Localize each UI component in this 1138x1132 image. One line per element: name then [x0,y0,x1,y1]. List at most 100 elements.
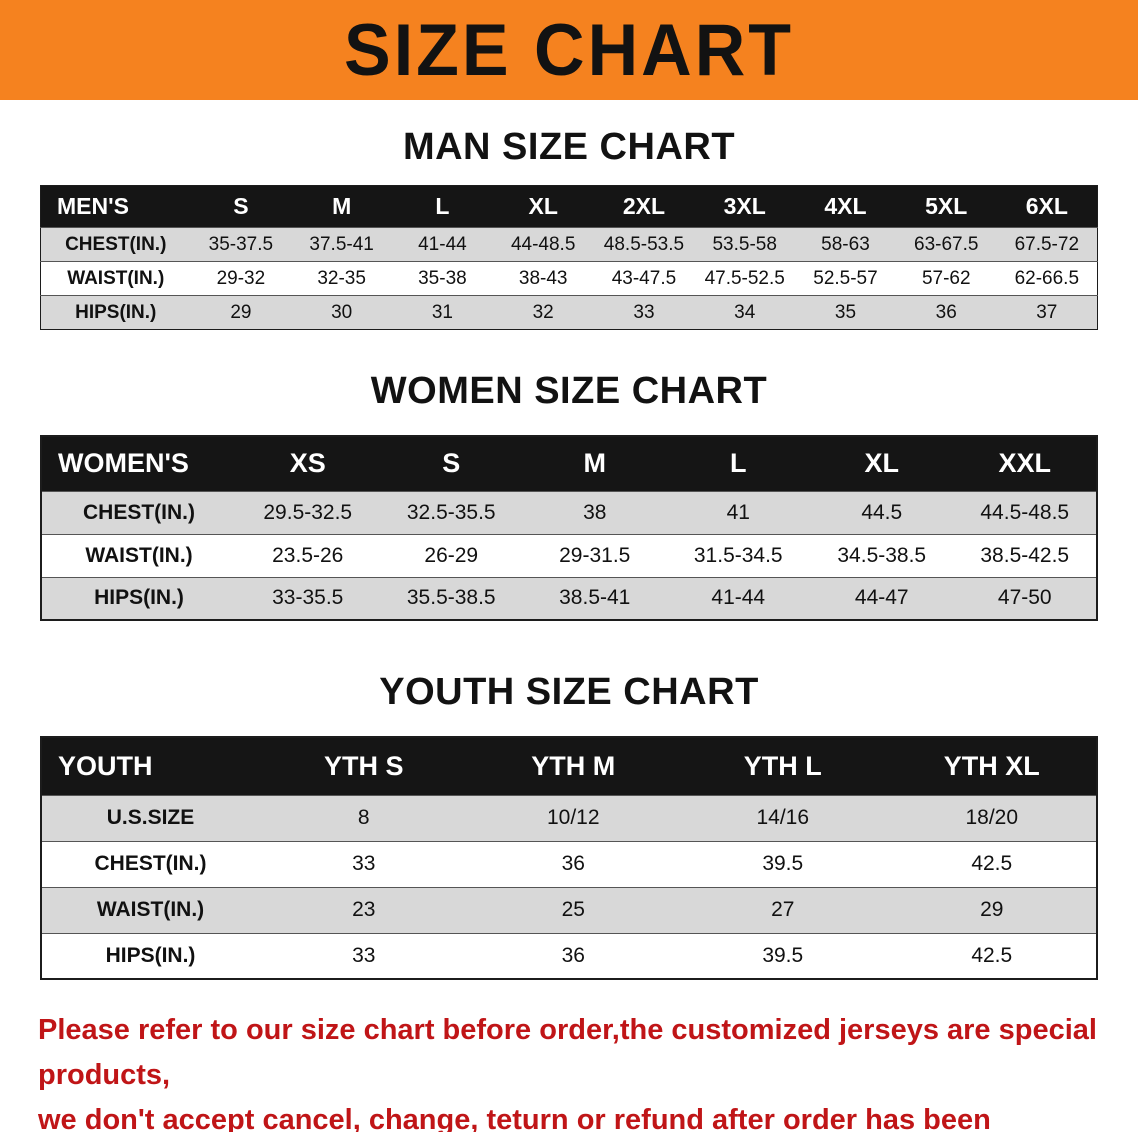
size-value-cell: 23 [352,898,376,921]
size-value-cell: 53.5-58 [712,233,777,255]
size-value-cell: 47.5-52.5 [704,267,785,289]
measurement-row-label: WAIST(IN.) [96,898,205,921]
size-value-cell: 38-43 [518,267,568,289]
size-column-header: YTH S [259,737,469,795]
size-value-cell: 38.5-42.5 [980,543,1070,567]
size-column-header: S [190,185,292,228]
measurement-row: HIPS(IN.) 29 30 31 32 33 34 35 36 37 [40,295,1098,330]
size-value-cell: 44-48.5 [510,233,576,255]
men-section-heading: MAN SIZE CHART [402,126,736,168]
size-column-header: XS [236,436,380,491]
notice-line-1: Please refer to our size chart before or… [38,1014,1097,1091]
size-value-cell: 57-62 [921,267,971,289]
size-column-header: S [379,436,523,491]
measurement-row: WAIST(IN.) 23.5-26 26-29 29-31.5 31.5-34.5 34… [41,534,1097,577]
women-size-section: WOMEN SIZE CHART WOMEN'S XS S M L XL XXL CHEST(… [0,370,1138,621]
size-value-cell: 42.5 [971,943,1013,967]
measurement-row-label: U.S.SIZE [106,806,195,829]
measurement-row-label: CHEST(IN.) [65,233,167,255]
size-value-cell: 27 [771,898,795,921]
size-value-cell: 25 [561,898,585,921]
size-value-cell: 39.5 [762,943,804,967]
size-value-cell: 31 [431,301,453,323]
size-value-cell: 32 [532,301,554,323]
size-value-cell: 41-44 [711,586,766,610]
youth-size-section: YOUTH SIZE CHART YOUTH YTH S YTH M YTH L YTH… [0,671,1138,980]
youth-section-heading: YOUTH SIZE CHART [379,671,759,713]
table-corner-label: MEN'S [40,185,191,228]
size-value-cell: 35 [834,301,857,323]
size-column-header: M [523,436,667,491]
size-value-cell: 34.5-38.5 [837,543,927,567]
size-column-header: 2XL [593,185,695,228]
size-value-cell: 18/20 [965,806,1019,829]
measurement-row: CHEST(IN.) 33 36 39.5 42.5 [41,841,1097,887]
size-value-cell: 33 [352,943,376,967]
size-value-cell: 37 [1036,301,1058,323]
size-value-cell: 41 [726,500,750,524]
banner-title: SIZE CHART [344,9,794,91]
measurement-row-label: CHEST(IN.) [83,500,195,524]
size-value-cell: 23.5-26 [272,543,344,567]
table-corner-label: WOMEN'S [41,436,236,491]
size-value-cell: 29 [230,301,252,323]
size-column-header: L [392,185,493,228]
youth-size-table: YOUTH YTH S YTH M YTH L YTH XL U.S.SIZE 8 10/12… [40,736,1098,980]
measurement-row-label: HIPS(IN.) [94,586,184,610]
measurement-row-label: HIPS(IN.) [105,943,196,967]
measurement-row: HIPS(IN.) 33-35.5 35.5-38.5 38.5-41 41-44 44-… [41,577,1097,620]
size-value-cell: 47-50 [997,586,1052,610]
size-column-header: M [291,185,393,228]
size-value-cell: 35.5-38.5 [406,586,496,610]
size-value-cell: 52.5-57 [813,267,878,289]
size-column-header: XL [810,436,954,491]
size-value-cell: 37.5-41 [309,233,374,255]
size-value-cell: 35-37.5 [208,233,274,255]
size-column-header: XL [492,185,594,228]
size-value-cell: 33-35.5 [272,586,344,610]
size-column-header: YTH M [468,737,678,795]
size-value-cell: 39.5 [762,852,804,875]
size-value-cell: 33 [352,852,376,875]
women-section-heading: WOMEN SIZE CHART [370,370,768,412]
size-value-cell: 38.5-41 [559,586,631,610]
size-value-cell: 36 [561,943,585,967]
table-corner-label: YOUTH [41,737,259,795]
size-value-cell: 36 [935,301,957,323]
measurement-row-label: CHEST(IN.) [94,852,207,875]
size-value-cell: 14/16 [756,806,810,829]
size-value-cell: 29-32 [216,267,266,289]
size-value-cell: 29.5-32.5 [263,500,353,524]
size-value-cell: 30 [331,301,353,323]
measurement-row: CHEST(IN.) 35-37.5 37.5-41 41-44 44-48.5 48.5… [40,227,1098,262]
size-value-cell: 33 [633,301,655,323]
size-value-cell: 48.5-53.5 [603,233,685,255]
measurement-row-label: WAIST(IN.) [67,267,165,289]
size-value-cell: 42.5 [971,852,1013,875]
size-value-cell: 31.5-34.5 [693,543,783,567]
size-value-cell: 10/12 [546,806,600,829]
size-value-cell: 38 [583,500,607,524]
size-value-cell: 43-47.5 [611,267,677,289]
measurement-row: CHEST(IN.) 29.5-32.5 32.5-35.5 38 41 44.5 44.5… [41,491,1097,534]
size-column-header: YTH L [678,737,888,795]
men-size-section: MAN SIZE CHART MEN'S S M L XL 2XL 3XL 4XL 5XL 6XL… [0,126,1138,330]
size-value-cell: 35-38 [418,267,467,289]
size-column-header: YTH XL [887,737,1097,795]
size-value-cell: 58-63 [821,233,870,255]
size-value-cell: 8 [357,806,370,829]
size-column-header: 6XL [996,185,1098,228]
size-value-cell: 36 [561,852,585,875]
notice-line-2: we don't accept cancel, change, teturn o… [38,1103,991,1132]
footer-notice: Please refer to our size chart before or… [0,1008,1138,1132]
size-column-header: 4XL [795,185,896,228]
size-column-header: 3XL [694,185,796,228]
banner: SIZE CHART [0,0,1138,100]
size-column-header: 5XL [895,185,997,228]
measurement-row: HIPS(IN.) 33 36 39.5 42.5 [41,933,1097,979]
size-column-header: XXL [953,436,1097,491]
size-value-cell: 29 [980,898,1004,921]
size-value-cell: 44.5-48.5 [980,500,1070,524]
measurement-row: U.S.SIZE 8 10/12 14/16 18/20 [41,795,1097,841]
